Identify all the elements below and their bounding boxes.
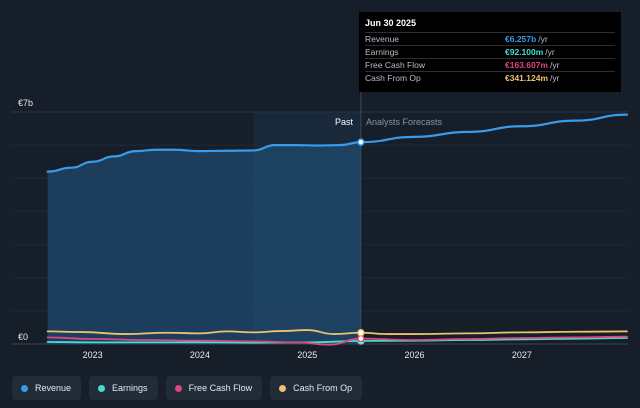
revenue-area: [47, 142, 361, 344]
series-lines: [46, 113, 629, 346]
tooltip-row-value: €163.607m: [505, 60, 549, 70]
legend-item-earnings[interactable]: Earnings: [89, 376, 158, 400]
legend-item-free-cash-flow[interactable]: Free Cash Flow: [165, 376, 263, 400]
chart-legend: Revenue Earnings Free Cash Flow Cash From O…: [12, 376, 363, 400]
tooltip-row-unit: /yr: [538, 34, 548, 44]
past-label: Past: [335, 117, 354, 127]
tooltip-row-unit: /yr: [550, 73, 560, 83]
cash-from-op-point: [357, 328, 365, 337]
tooltip-row-unit: /yr: [550, 60, 560, 70]
tooltip-row-label: Earnings: [365, 47, 399, 57]
revenue-point: [357, 138, 365, 146]
cash-from-op-line: [46, 329, 628, 335]
legend-dot-icon: [98, 384, 106, 392]
tooltip-rows: Revenue €6.257b/yr Earnings €92.100m/yr Free…: [365, 32, 615, 84]
tooltip-row-value: €341.124m: [505, 73, 549, 83]
legend-label: Earnings: [112, 383, 148, 393]
legend-dot-icon: [174, 384, 182, 392]
legend-dot-icon: [279, 384, 287, 392]
x-tick-label: 2024: [190, 350, 210, 360]
y-axis-top-label: €7b: [18, 98, 33, 108]
x-axis: 2023 2024 2025 2026 2027: [83, 350, 532, 360]
tooltip-row-value: €6.257b: [505, 34, 537, 44]
tooltip-row-unit: /yr: [545, 47, 555, 57]
data-tooltip: Jun 30 2025 Revenue €6.257b/yr Earnings €92…: [359, 12, 621, 92]
earnings-line: [46, 337, 628, 344]
tooltip-row: Earnings €92.100m/yr: [365, 45, 615, 58]
tooltip-date: Jun 30 2025: [365, 18, 417, 28]
tooltip-row: Revenue €6.257b/yr: [365, 32, 615, 45]
legend-label: Cash From Op: [293, 383, 353, 393]
legend-label: Revenue: [35, 383, 72, 393]
free-cash-flow-point: [357, 334, 365, 343]
x-tick-label: 2027: [512, 350, 532, 360]
legend-dot-icon: [21, 384, 28, 392]
legend-label: Free Cash Flow: [188, 383, 253, 393]
legend-item-revenue[interactable]: Revenue: [12, 376, 82, 400]
tooltip-row-label: Revenue: [365, 34, 400, 44]
legend-item-cash-from-op[interactable]: Cash From Op: [270, 376, 363, 400]
tooltip-row-label: Free Cash Flow: [365, 60, 425, 70]
tooltip-row-label: Cash From Op: [365, 73, 421, 83]
revenue-line: [46, 113, 629, 173]
free-cash-flow-line: [46, 335, 628, 346]
x-tick-label: 2023: [83, 350, 103, 360]
tooltip-row: Free Cash Flow €163.607m/yr: [365, 58, 615, 71]
series-areas: [47, 112, 361, 344]
tooltip-row: Cash From Op €341.124m/yr: [365, 71, 615, 84]
tooltip-row-value: €92.100m: [505, 47, 544, 57]
x-tick-label: 2025: [297, 350, 317, 360]
y-axis-bottom-label: €0: [18, 332, 28, 342]
forecast-label: Analysts Forecasts: [366, 117, 443, 127]
x-tick-label: 2026: [405, 350, 425, 360]
